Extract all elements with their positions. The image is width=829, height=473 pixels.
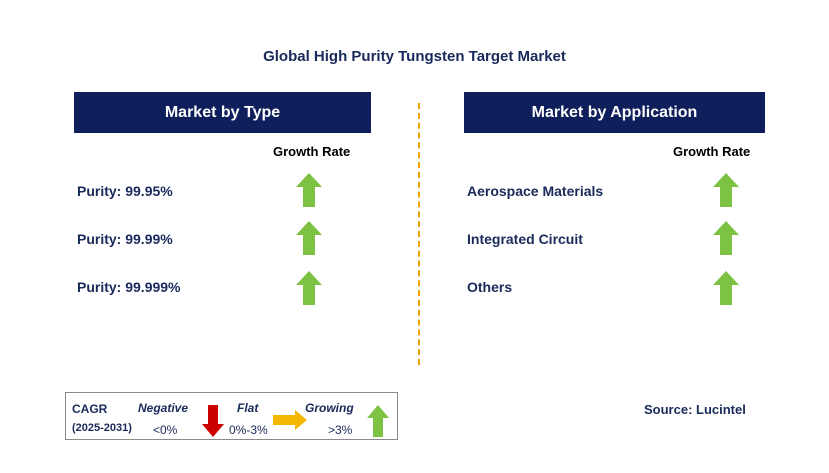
chart-title: Global High Purity Tungsten Target Marke… (263, 48, 566, 65)
source-label: Source: Lucintel (644, 402, 746, 417)
legend-flat-range: 0%-3% (229, 423, 268, 437)
up-arrow-icon (713, 221, 739, 255)
type-row-label-1: Purity: 99.95% (77, 183, 173, 199)
up-arrow-icon (713, 173, 739, 207)
type-row-label-3: Purity: 99.999% (77, 279, 181, 295)
legend-negative-label: Negative (138, 401, 189, 415)
application-row-label-1: Aerospace Materials (467, 183, 604, 199)
type-growth-rate-label: Growth Rate (273, 144, 351, 159)
application-growth-rate-label: Growth Rate (673, 144, 751, 159)
up-arrow-icon (296, 173, 322, 207)
up-arrow-icon (296, 221, 322, 255)
application-panel-header: Market by Application (464, 92, 765, 133)
legend-flat-label: Flat (237, 401, 259, 415)
right-arrow-icon (273, 410, 307, 430)
application-row-label-3: Others (467, 279, 513, 295)
up-arrow-icon (296, 271, 322, 305)
legend-cagr-label: CAGR (72, 402, 108, 416)
panel-divider (418, 103, 420, 365)
up-arrow-icon (367, 405, 389, 437)
legend-growing-label: Growing (305, 401, 354, 415)
legend-period: (2025-2031) (72, 422, 132, 434)
legend-growing-range: >3% (328, 423, 353, 437)
type-row-label-2: Purity: 99.99% (77, 231, 173, 247)
down-arrow-icon (202, 405, 224, 437)
legend-negative-range: <0% (153, 423, 178, 437)
up-arrow-icon (713, 271, 739, 305)
application-row-label-2: Integrated Circuit (467, 231, 583, 247)
cagr-legend: CAGR (2025-2031) Negative <0% Flat 0%-3%… (65, 392, 398, 440)
type-panel-header: Market by Type (74, 92, 371, 133)
